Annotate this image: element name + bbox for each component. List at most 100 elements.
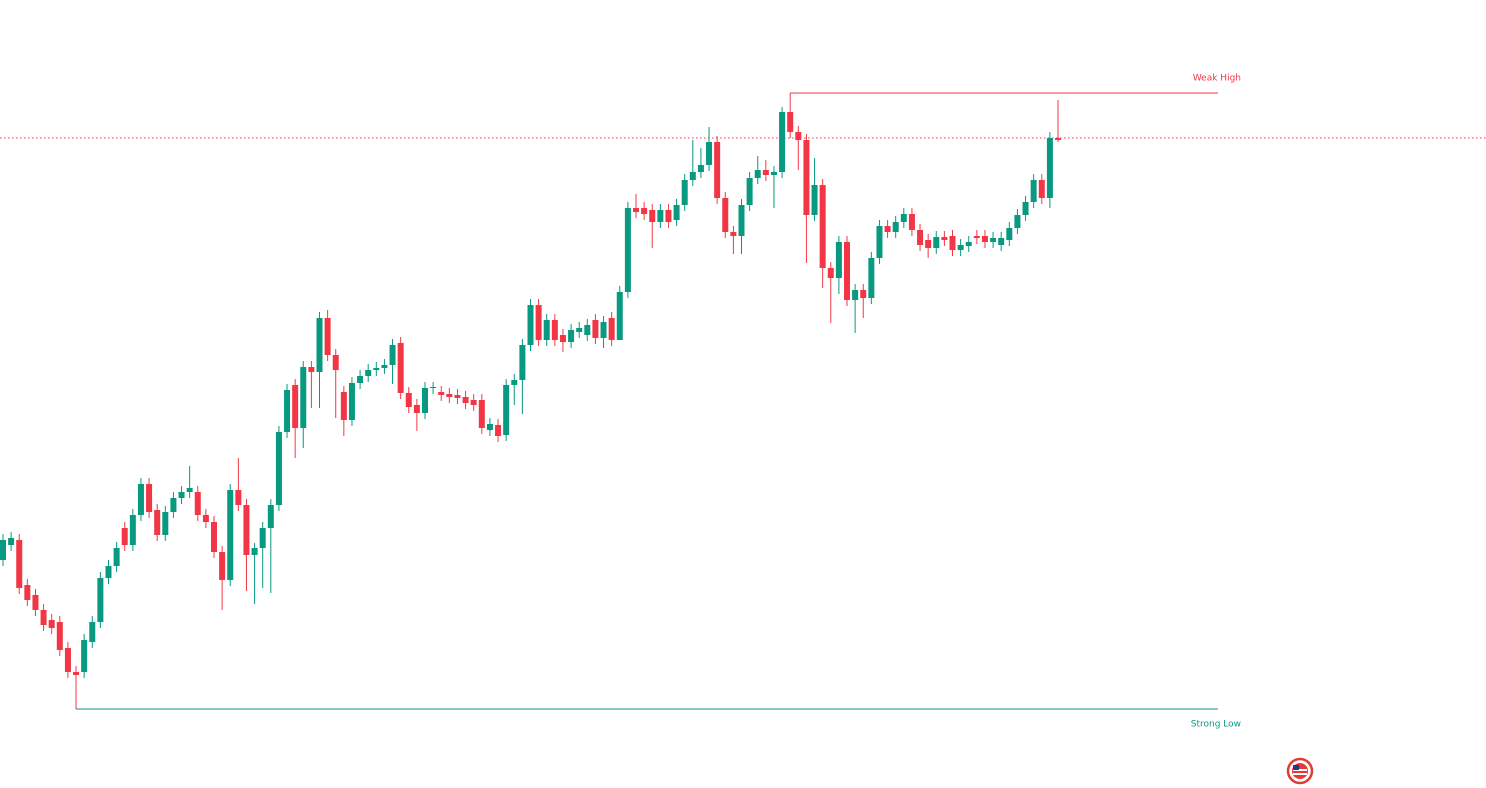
- candle-body: [559, 335, 566, 342]
- candle-body: [770, 172, 777, 175]
- candle-body: [681, 180, 688, 205]
- candle-body: [600, 322, 607, 338]
- candle-body: [73, 672, 80, 675]
- candle-body: [478, 400, 485, 428]
- candle-body: [397, 343, 404, 393]
- candle-body: [495, 425, 502, 436]
- candle-body: [860, 290, 867, 298]
- candle-body: [746, 178, 753, 205]
- candle-body: [219, 552, 226, 580]
- candle-body: [422, 388, 428, 413]
- candle-body: [129, 515, 136, 545]
- candle-body: [892, 222, 899, 232]
- candle-body: [81, 640, 88, 672]
- candle-body: [503, 385, 510, 435]
- candle-body: [803, 140, 810, 215]
- candle-body: [665, 210, 672, 222]
- candle-body: [40, 610, 47, 625]
- candle-body: [284, 390, 291, 432]
- candle-body: [438, 392, 445, 395]
- candle-body: [981, 236, 988, 242]
- candle-body: [0, 540, 6, 560]
- candle-body: [908, 214, 915, 230]
- candle-body: [8, 538, 15, 545]
- candle-body: [235, 490, 242, 505]
- candle-body: [844, 242, 850, 300]
- candle-body: [97, 578, 104, 622]
- candle-body: [348, 383, 355, 420]
- candle-body: [146, 484, 153, 512]
- candle-body: [811, 185, 818, 215]
- candle-body: [819, 185, 826, 268]
- candle-body: [568, 330, 575, 342]
- candle-body: [933, 237, 940, 248]
- candle-body: [649, 210, 656, 222]
- candle-body: [373, 368, 380, 370]
- candle-body: [113, 548, 120, 566]
- candle-body: [381, 365, 388, 368]
- candle-body: [551, 320, 558, 340]
- candle-body: [227, 490, 234, 580]
- candle-body: [543, 320, 550, 340]
- candle-body: [24, 585, 31, 600]
- candle-body: [178, 492, 185, 498]
- candle-body: [316, 318, 323, 372]
- candle-body: [754, 170, 761, 178]
- candle-body: [340, 392, 347, 420]
- candle-body: [762, 170, 769, 175]
- candle-body: [527, 305, 534, 345]
- level-label: Weak High: [1193, 74, 1241, 84]
- candle-body: [884, 226, 891, 232]
- candle-body: [292, 385, 299, 428]
- candle-body: [413, 405, 420, 413]
- candle-body: [32, 595, 39, 610]
- candle-body: [616, 292, 623, 340]
- candle-body: [470, 400, 477, 405]
- candle-body: [900, 214, 907, 222]
- candle-body: [641, 208, 648, 214]
- candle-body: [251, 548, 258, 555]
- candle-body: [722, 198, 729, 232]
- candle-body: [308, 367, 315, 372]
- candle-body: [835, 242, 842, 278]
- candle-body: [202, 515, 209, 522]
- candle-body: [48, 620, 55, 628]
- candle-body: [624, 208, 631, 292]
- candle-body: [1022, 202, 1029, 215]
- candle-body: [941, 237, 948, 240]
- candle-body: [965, 242, 972, 246]
- candle-body: [608, 318, 615, 340]
- candle-body: [162, 512, 169, 535]
- candle-body: [1055, 138, 1061, 140]
- candle-body: [779, 112, 786, 172]
- candle-body: [211, 522, 217, 552]
- candle-body: [89, 622, 96, 642]
- broker-logo: [1286, 757, 1314, 785]
- candle-body: [332, 355, 339, 370]
- candle-body: [16, 540, 23, 588]
- candle-body: [852, 290, 859, 300]
- candle-body: [1014, 215, 1021, 228]
- candle-body: [137, 484, 144, 515]
- candle-body: [584, 325, 591, 335]
- candle-body: [673, 205, 680, 220]
- candle-body: [876, 226, 883, 258]
- candle-body: [697, 165, 704, 172]
- candle-body: [519, 345, 526, 380]
- candle-body: [592, 320, 599, 338]
- candle-body: [170, 498, 177, 512]
- candle-body: [154, 510, 161, 535]
- candle-body: [990, 238, 997, 242]
- candle-body: [64, 648, 71, 672]
- candle-body: [706, 142, 713, 165]
- candle-body: [633, 208, 639, 212]
- candle-body: [998, 238, 1005, 245]
- candle-body: [259, 528, 266, 548]
- candle-body: [446, 394, 453, 397]
- candle-body: [186, 488, 193, 492]
- candle-body: [868, 258, 875, 298]
- candle-body: [1030, 180, 1037, 202]
- candle-body: [1038, 180, 1045, 198]
- candle-body: [324, 318, 331, 355]
